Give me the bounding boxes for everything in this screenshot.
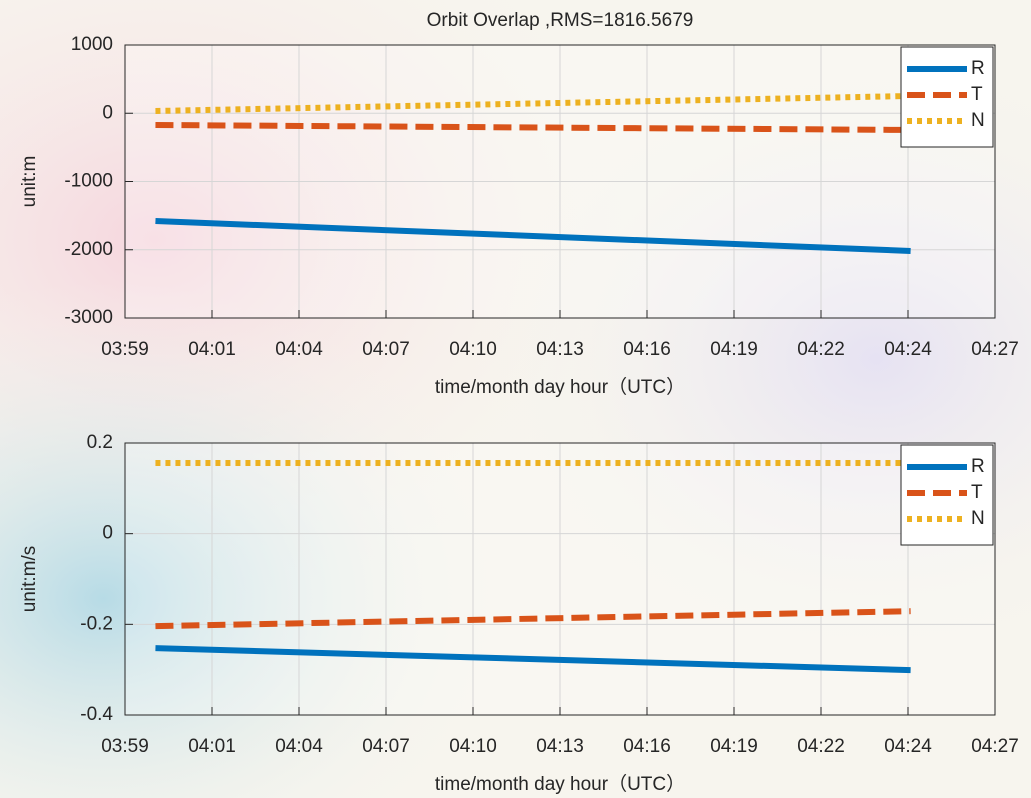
x-tick-label: 04:01	[188, 736, 236, 757]
x-axis-label: time/month day hour（UTC）	[435, 376, 685, 398]
x-tick-label: 04:24	[884, 339, 932, 360]
y-tick-label: 0	[102, 523, 113, 544]
y-axis-label: unit:m/s	[19, 546, 40, 613]
y-tick-label: 0.2	[87, 432, 113, 453]
y-tick-label: -0.2	[80, 613, 113, 634]
x-tick-label: 04:16	[623, 736, 671, 757]
x-tick-label: 04:19	[710, 339, 758, 360]
x-tick-label: 04:01	[188, 339, 236, 360]
y-tick-label: 0	[102, 102, 113, 123]
x-tick-label: 03:59	[101, 339, 149, 360]
x-tick-label: 04:27	[971, 339, 1019, 360]
x-tick-label: 04:22	[797, 339, 845, 360]
y-tick-label: 1000	[71, 34, 113, 55]
y-tick-label: -1000	[64, 171, 113, 192]
x-tick-label: 04:22	[797, 736, 845, 757]
figure: 03:59 04:01 04:04 04:07 04:10 04:13 04:16 04:19…	[0, 0, 1031, 798]
x-tick-label: 04:10	[449, 736, 497, 757]
x-tick-label: 04:16	[623, 339, 671, 360]
x-axis-label: time/month day hour（UTC）	[435, 773, 685, 795]
legend-label: R	[971, 58, 985, 79]
legend-label: N	[971, 110, 985, 131]
y-tick-label: -3000	[64, 307, 113, 328]
x-tick-label: 04:07	[362, 736, 410, 757]
x-tick-label: 04:10	[449, 339, 497, 360]
x-tick-label: 04:24	[884, 736, 932, 757]
x-tick-label: 04:04	[275, 339, 323, 360]
x-tick-label: 04:04	[275, 736, 323, 757]
legend-label: T	[971, 84, 983, 105]
x-tick-label: 04:13	[536, 339, 584, 360]
legend-label: R	[971, 456, 985, 477]
x-tick-label: 04:27	[971, 736, 1019, 757]
x-tick-label: 04:07	[362, 339, 410, 360]
y-tick-label: -2000	[64, 239, 113, 260]
x-tick-label: 04:19	[710, 736, 758, 757]
page: 03:59 04:01 04:04 04:07 04:10 04:13 04:16 04:19…	[0, 0, 1031, 798]
chart-title: Orbit Overlap ,RMS=1816.5679	[427, 10, 694, 31]
x-tick-label: 04:13	[536, 736, 584, 757]
x-tick-label: 03:59	[101, 736, 149, 757]
y-tick-label: -0.4	[80, 704, 113, 725]
legend-label: T	[971, 482, 983, 503]
legend-label: N	[971, 508, 985, 529]
y-axis-label: unit:m	[19, 156, 40, 208]
